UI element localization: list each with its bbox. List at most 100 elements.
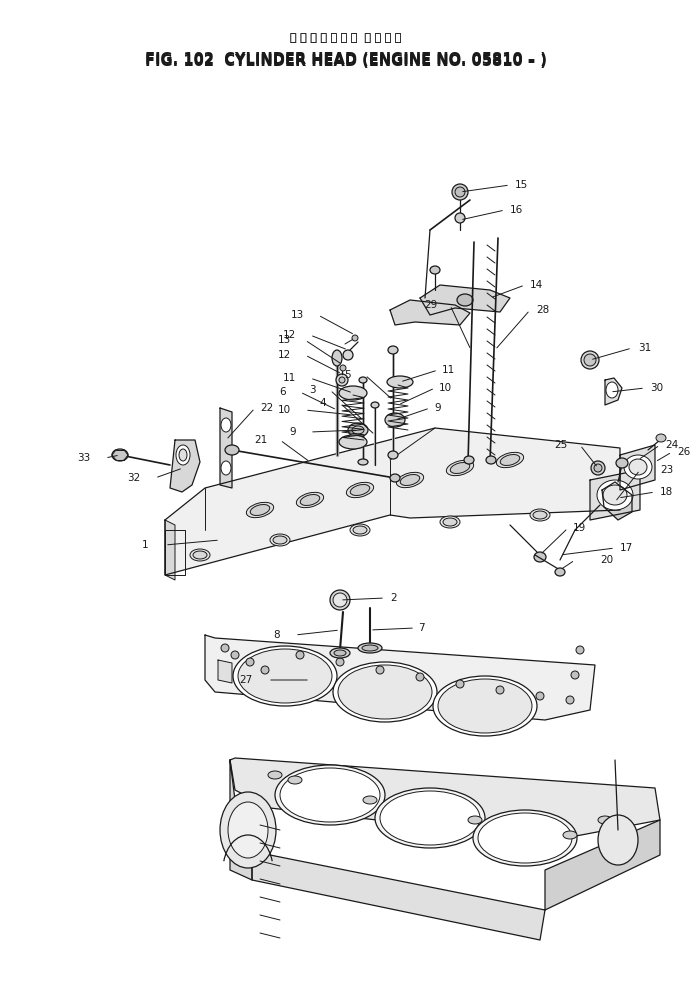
Text: 10: 10 [278, 405, 291, 415]
Circle shape [581, 351, 599, 369]
Ellipse shape [464, 456, 474, 464]
Ellipse shape [288, 776, 302, 784]
Text: 9: 9 [290, 427, 296, 437]
Ellipse shape [363, 796, 377, 804]
Polygon shape [220, 408, 232, 488]
Text: 12: 12 [278, 350, 291, 360]
Circle shape [261, 666, 269, 674]
Ellipse shape [273, 536, 287, 544]
Text: 14: 14 [530, 280, 543, 290]
Ellipse shape [359, 377, 367, 383]
Circle shape [452, 184, 468, 200]
Ellipse shape [275, 765, 385, 825]
Circle shape [296, 651, 304, 659]
Ellipse shape [656, 434, 666, 442]
Circle shape [571, 671, 579, 679]
Ellipse shape [221, 461, 231, 475]
Circle shape [566, 696, 574, 704]
Text: 21: 21 [255, 435, 268, 445]
Text: 27: 27 [240, 675, 253, 685]
Circle shape [455, 213, 465, 223]
Ellipse shape [533, 511, 547, 519]
Ellipse shape [478, 813, 572, 863]
Ellipse shape [397, 472, 424, 487]
Ellipse shape [176, 445, 190, 465]
Ellipse shape [433, 676, 537, 736]
Ellipse shape [371, 402, 379, 408]
Ellipse shape [457, 294, 473, 306]
Polygon shape [170, 440, 200, 492]
Ellipse shape [348, 423, 368, 437]
Ellipse shape [339, 435, 367, 449]
Text: 20: 20 [600, 555, 613, 565]
Circle shape [594, 464, 602, 472]
Ellipse shape [332, 350, 342, 366]
Text: 31: 31 [638, 343, 651, 353]
Ellipse shape [446, 460, 473, 475]
Circle shape [576, 646, 584, 654]
Circle shape [376, 666, 384, 674]
Ellipse shape [530, 509, 550, 521]
Ellipse shape [238, 649, 332, 703]
Ellipse shape [333, 662, 437, 722]
Ellipse shape [338, 665, 432, 719]
Text: 7: 7 [418, 623, 425, 633]
Text: 8: 8 [274, 630, 280, 640]
Polygon shape [165, 520, 175, 580]
Text: 11: 11 [283, 373, 296, 383]
Circle shape [584, 354, 596, 366]
Ellipse shape [112, 449, 128, 461]
Ellipse shape [388, 451, 398, 459]
Ellipse shape [400, 474, 419, 485]
Text: シ リ ン ダ ヘ ッ ド  適 用 号 機: シ リ ン ダ ヘ ッ ド 適 用 号 機 [290, 33, 401, 43]
Polygon shape [605, 378, 622, 405]
Ellipse shape [387, 376, 413, 388]
Ellipse shape [486, 456, 496, 464]
Circle shape [352, 335, 358, 341]
Ellipse shape [358, 643, 382, 653]
Ellipse shape [350, 484, 370, 495]
Ellipse shape [555, 568, 565, 576]
Text: 29: 29 [425, 300, 438, 310]
Ellipse shape [624, 455, 652, 479]
Text: 6: 6 [279, 387, 286, 397]
Polygon shape [252, 810, 545, 940]
Polygon shape [205, 635, 595, 720]
Text: シ リ ン ダ ヘ ッ ド  適 用 号 機: シ リ ン ダ ヘ ッ ド 適 用 号 機 [290, 33, 401, 43]
Circle shape [536, 692, 544, 700]
Ellipse shape [225, 445, 239, 455]
Ellipse shape [375, 788, 485, 848]
Text: 17: 17 [620, 543, 633, 553]
Ellipse shape [353, 526, 367, 534]
Text: 25: 25 [555, 440, 568, 450]
Circle shape [339, 377, 345, 383]
Circle shape [333, 593, 347, 607]
Text: 18: 18 [660, 487, 673, 497]
Circle shape [221, 644, 229, 652]
Polygon shape [218, 660, 232, 683]
Circle shape [496, 686, 504, 694]
Text: 30: 30 [650, 383, 663, 393]
Ellipse shape [606, 382, 618, 398]
Ellipse shape [330, 648, 350, 658]
Ellipse shape [440, 516, 460, 528]
Ellipse shape [280, 768, 380, 822]
Text: 13: 13 [291, 310, 304, 320]
Circle shape [336, 374, 348, 386]
Ellipse shape [496, 452, 524, 467]
Polygon shape [390, 300, 470, 325]
Ellipse shape [598, 816, 612, 824]
Polygon shape [230, 758, 660, 840]
Ellipse shape [250, 505, 269, 516]
Text: 16: 16 [510, 205, 523, 215]
Text: 26: 26 [677, 447, 690, 457]
Ellipse shape [334, 650, 346, 656]
Text: 13: 13 [278, 335, 291, 345]
Circle shape [336, 658, 344, 666]
Ellipse shape [451, 462, 470, 473]
Text: 32: 32 [126, 473, 140, 483]
Polygon shape [420, 285, 510, 315]
Ellipse shape [534, 552, 546, 562]
Text: 1: 1 [142, 540, 148, 550]
Text: 24: 24 [665, 440, 679, 450]
